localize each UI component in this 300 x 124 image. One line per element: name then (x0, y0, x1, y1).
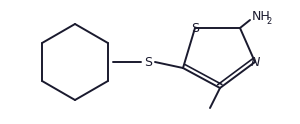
Text: NH: NH (252, 10, 271, 22)
Text: N: N (250, 56, 260, 68)
Text: S: S (144, 56, 152, 68)
Text: S: S (191, 21, 199, 34)
Text: 2: 2 (266, 16, 271, 26)
